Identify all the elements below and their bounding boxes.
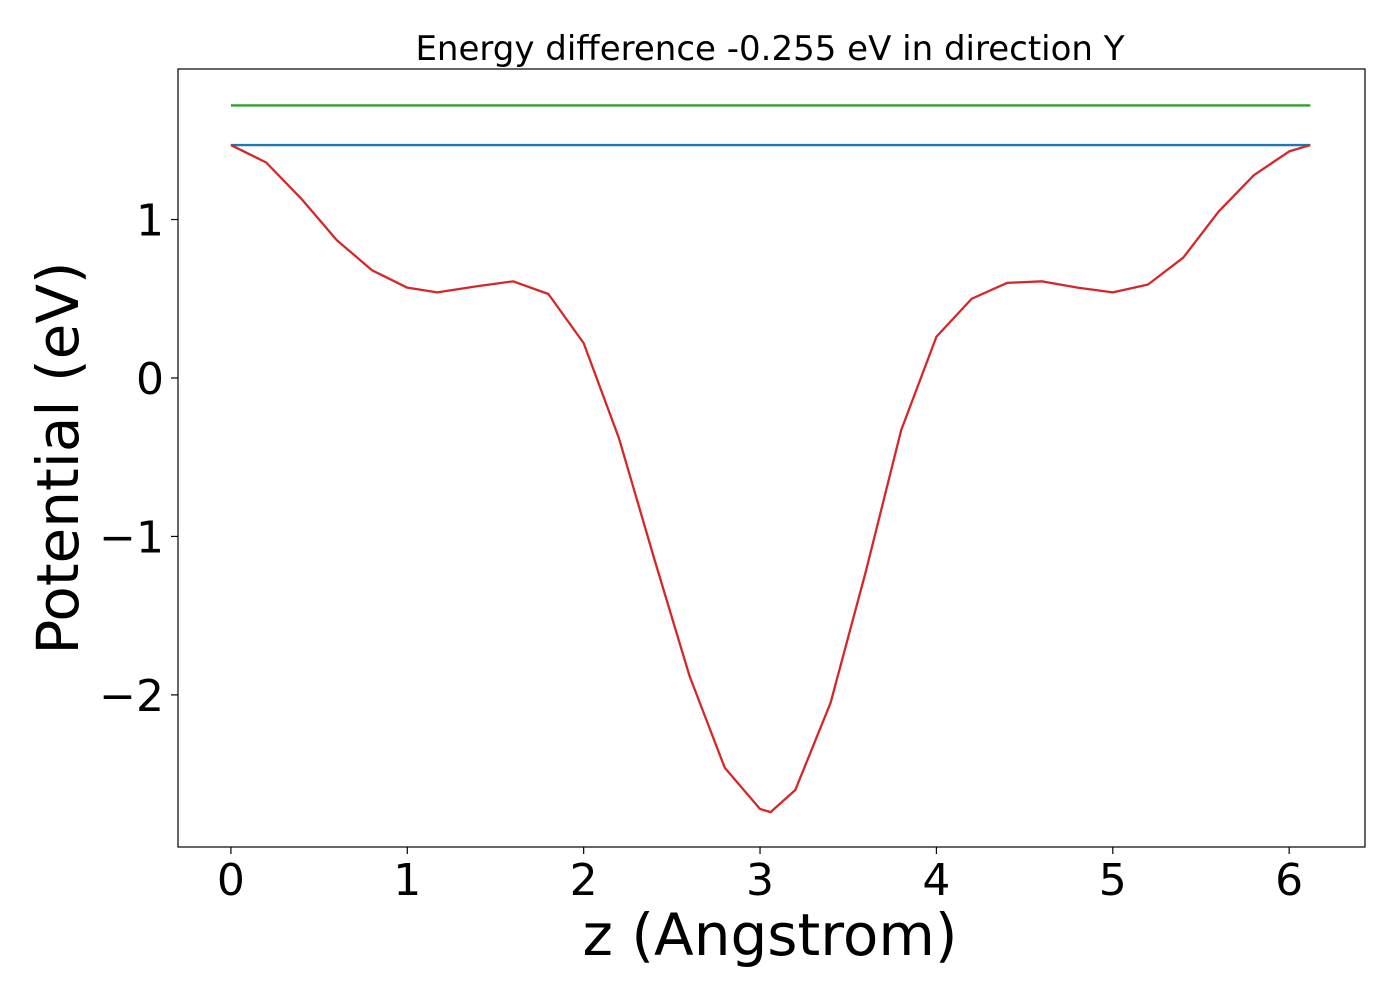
x-tick-label: 0	[217, 855, 245, 906]
y-tick-label: −1	[99, 512, 164, 563]
axis-ticks: 0 1 2 3 4 5 6 −2 −1 0 1	[99, 196, 1303, 906]
chart-title: Energy difference -0.255 eV in direction…	[415, 29, 1124, 69]
x-tick-label: 5	[1099, 855, 1127, 906]
y-tick-label: 0	[136, 354, 164, 405]
plot-frame	[177, 68, 1366, 848]
y-tick-label: 1	[136, 196, 164, 247]
y-axis-label: Potential (eV)	[24, 261, 92, 654]
x-tick-label: 6	[1275, 855, 1303, 906]
y-tick-label: −2	[99, 671, 164, 722]
x-tick-label: 4	[922, 855, 950, 906]
series-line-3	[230, 143, 1311, 814]
x-tick-label: 2	[570, 855, 598, 906]
x-tick-label: 1	[393, 855, 421, 906]
plot-lines	[230, 104, 1311, 814]
x-axis-label: z (Angstrom)	[583, 901, 958, 969]
x-tick-label: 3	[746, 855, 774, 906]
